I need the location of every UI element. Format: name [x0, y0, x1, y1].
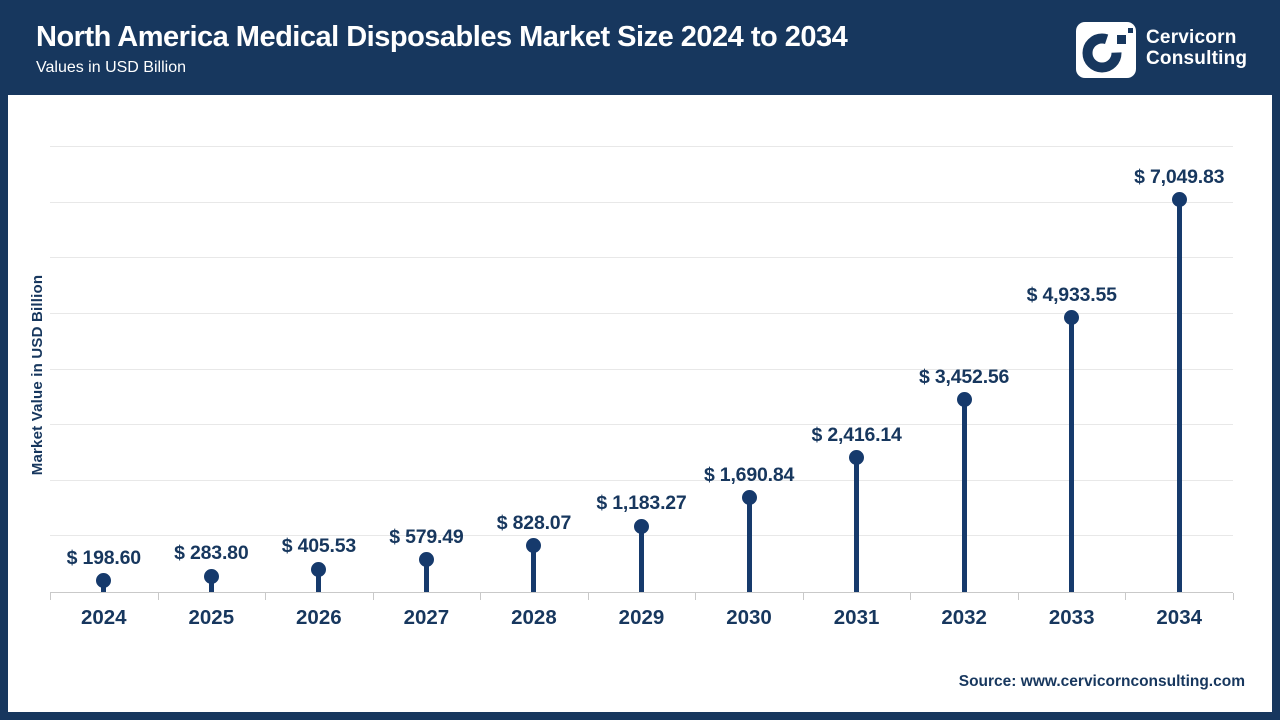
- marker-2025: [203, 568, 219, 584]
- header-band: North America Medical Disposables Market…: [0, 0, 1280, 95]
- marker-2032: [956, 392, 972, 408]
- logo-line1: Cervicorn: [1146, 27, 1237, 48]
- stem-2033: [1069, 317, 1075, 592]
- gridline: [50, 479, 1233, 481]
- stem-2032: [961, 399, 967, 592]
- axis-tick: [695, 593, 697, 600]
- axis-tick: [1233, 593, 1234, 600]
- stem-2028: [531, 545, 537, 592]
- x-label-2027: 2027: [403, 606, 450, 629]
- x-label-2031: 2031: [833, 606, 880, 629]
- stem-2029: [639, 526, 644, 592]
- gridline: [50, 312, 1233, 314]
- x-label-2026: 2026: [296, 606, 342, 629]
- marker-2034: [1171, 192, 1187, 208]
- page-subtitle: Values in USD Billion: [36, 59, 186, 76]
- axis-tick: [480, 593, 482, 600]
- x-label-2024: 2024: [80, 606, 127, 629]
- value-label-2025: $ 283.80: [174, 542, 249, 565]
- gridline: [50, 146, 1233, 147]
- value-label-2031: $ 2,416.14: [811, 423, 902, 446]
- value-label-2030: $ 1,690.84: [703, 463, 795, 486]
- frame-border-bottom: [0, 712, 1280, 720]
- logo-c-glyph: [1082, 28, 1133, 73]
- x-label-2025: 2025: [188, 606, 235, 629]
- marker-2027: [418, 552, 434, 568]
- source-credit: Source: www.cervicornconsulting.com: [958, 673, 1245, 690]
- stem-2031: [854, 457, 860, 592]
- logo-wordmark: Cervicorn Consulting: [1146, 27, 1247, 69]
- stem-2026: [316, 569, 322, 592]
- value-label-2034: $ 7,049.83: [1134, 165, 1225, 188]
- marker-2026: [311, 561, 327, 577]
- marker-2031: [849, 450, 865, 466]
- axis-tick: [157, 593, 159, 600]
- gridline: [50, 424, 1233, 426]
- page-title: North America Medical Disposables Market…: [36, 21, 848, 53]
- x-label-2033: 2033: [1048, 606, 1095, 629]
- value-label-2029: $ 1,183.27: [596, 492, 687, 515]
- axis-tick: [265, 593, 267, 600]
- value-label-2024: $ 198.60: [66, 546, 142, 569]
- axis-tick: [910, 593, 912, 600]
- marker-2030: [741, 490, 757, 506]
- frame-border-right: [1272, 0, 1280, 720]
- x-label-2034: 2034: [1156, 606, 1203, 629]
- stem-2030: [746, 497, 752, 592]
- x-label-2030: 2030: [726, 606, 772, 629]
- marker-2033: [1064, 310, 1080, 326]
- axis-tick: [1125, 593, 1127, 600]
- axis-tick: [1017, 593, 1019, 600]
- x-label-2029: 2029: [618, 606, 665, 629]
- gridline: [50, 201, 1233, 203]
- x-label-2028: 2028: [511, 606, 557, 629]
- x-axis-labels: 2024 2025 2026 2027 2028 2029 2030 2031 2032 2033…: [50, 606, 1233, 636]
- marker-2029: [634, 518, 649, 534]
- marker-2028: [526, 538, 542, 554]
- value-label-2032: $ 3,452.56: [919, 365, 1010, 388]
- stem-2025: [208, 576, 214, 592]
- x-label-2032: 2032: [941, 606, 987, 629]
- axis-tick: [50, 593, 51, 600]
- y-axis-title: Market Value in USD Billion: [29, 274, 46, 476]
- marker-2024: [96, 573, 112, 589]
- value-label-2026: $ 405.53: [281, 535, 357, 558]
- frame-border-left: [0, 0, 8, 720]
- stem-2027: [423, 559, 429, 592]
- cervicorn-logo-icon: [1076, 22, 1136, 78]
- value-label-2033: $ 4,933.55: [1026, 283, 1117, 306]
- value-label-2028: $ 828.07: [496, 511, 572, 534]
- axis-tick: [802, 593, 804, 600]
- plot-area: $ 198.60 $ 283.80 $ 405.53 $ 579.49 $ 828.07…: [50, 146, 1234, 600]
- logo-line2: Consulting: [1146, 48, 1248, 69]
- axis-tick: [372, 593, 374, 600]
- gridline: [50, 368, 1233, 370]
- axis-tick: [587, 593, 589, 600]
- stem-2034: [1176, 199, 1182, 592]
- value-label-2027: $ 579.49: [389, 525, 464, 548]
- gridline: [50, 257, 1233, 259]
